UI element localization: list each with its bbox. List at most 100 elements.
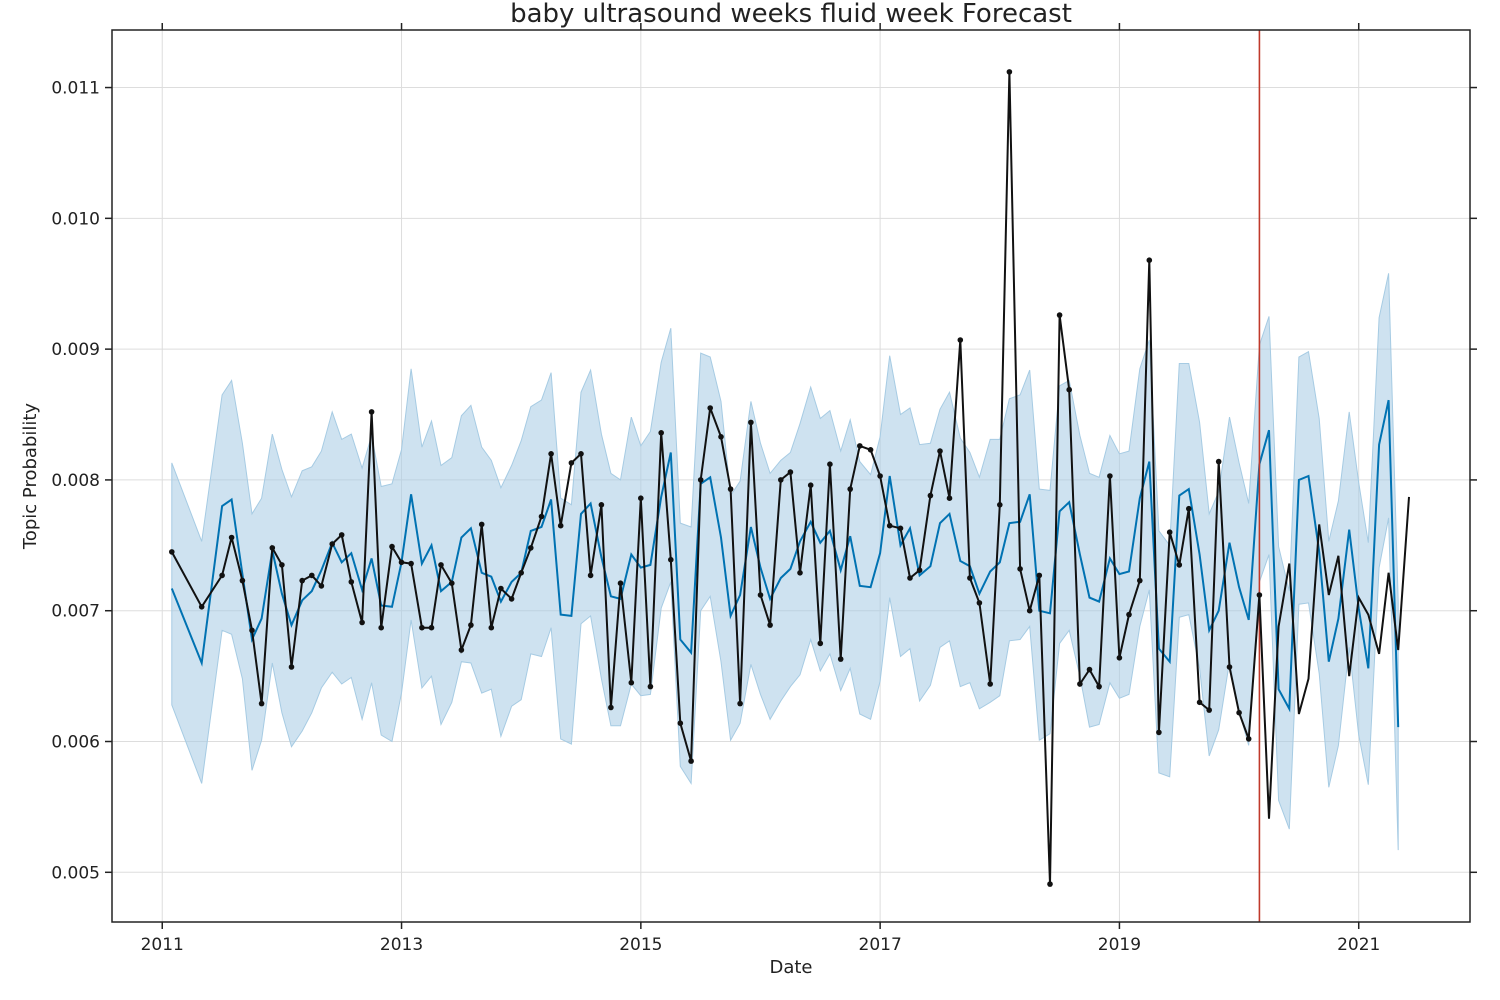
actual-point (348, 579, 355, 585)
actual-point (528, 545, 534, 551)
actual-point (658, 430, 664, 436)
actual-point (1036, 572, 1043, 579)
actual-point (1186, 505, 1192, 512)
actual-point (1077, 681, 1083, 687)
actual-point (1056, 312, 1063, 318)
chart-title: baby ultrasound weeks fluid week Forecas… (510, 0, 1072, 29)
actual-point (757, 592, 764, 598)
actual-point (438, 562, 444, 568)
actual-point (568, 460, 575, 466)
uncertainty-area (171, 273, 1399, 851)
actual-point (897, 525, 904, 532)
actual-point (937, 448, 943, 454)
x-axis-label: Date (769, 957, 812, 978)
actual-point (408, 560, 414, 567)
y-axis-label: Topic Probability (20, 403, 41, 550)
actual-point (1256, 592, 1263, 598)
x-tick-label: 2015 (619, 935, 662, 955)
actual-point (1047, 881, 1053, 887)
actual-point (228, 534, 235, 541)
actual-point (508, 596, 515, 602)
actual-point (987, 681, 993, 687)
y-tick-label: 0.005 (51, 863, 100, 883)
actual-point (1245, 736, 1252, 742)
actual-point (727, 486, 734, 492)
actual-point (688, 758, 694, 764)
uncertainty-band (171, 273, 1399, 851)
actual-point (1006, 69, 1013, 75)
actual-point (498, 585, 504, 592)
actual-point (598, 502, 605, 508)
actual-point (857, 443, 863, 449)
actual-point (398, 559, 405, 566)
actual-point (1156, 729, 1162, 736)
actual-point (468, 622, 474, 628)
x-tick-label: 2017 (859, 935, 902, 955)
actual-point (1017, 566, 1023, 572)
actual-point (1166, 529, 1173, 535)
actual-point (967, 575, 973, 581)
actual-point (378, 624, 385, 631)
actual-point (488, 624, 495, 631)
actual-point (249, 627, 255, 634)
actual-point (976, 600, 983, 606)
actual-point (548, 451, 554, 457)
actual-point (817, 640, 824, 647)
actual-point (778, 477, 784, 483)
y-tick-label: 0.011 (51, 79, 100, 99)
actual-point (877, 473, 883, 479)
actual-point (449, 580, 455, 586)
actual-point (1086, 666, 1093, 673)
actual-point (458, 647, 465, 653)
actual-point (258, 700, 265, 707)
actual-point (997, 502, 1003, 508)
actual-point (318, 583, 325, 589)
actual-point (269, 545, 276, 551)
actual-point (886, 522, 893, 529)
actual-point (478, 521, 485, 528)
y-tick-label: 0.010 (51, 209, 100, 229)
actual-point (1215, 458, 1222, 465)
actual-point (867, 447, 874, 453)
actual-point (557, 522, 564, 529)
actual-point (787, 469, 794, 475)
actual-point (847, 486, 853, 492)
actual-point (359, 619, 365, 626)
actual-point (329, 541, 336, 547)
actual-point (807, 482, 814, 489)
actual-point (737, 700, 743, 707)
actual-point (239, 577, 246, 584)
actual-point (1226, 664, 1233, 670)
actual-point (638, 495, 644, 502)
actual-point (219, 572, 225, 579)
actual-point (309, 572, 315, 579)
actual-point (1137, 577, 1143, 584)
actual-point (169, 549, 175, 555)
actual-point (946, 495, 953, 502)
actual-point (538, 513, 545, 520)
actual-point (578, 451, 584, 457)
plot-frame (111, 29, 1471, 923)
actual-point (707, 405, 713, 411)
actual-point (1066, 386, 1072, 393)
axes: 2011 2013 2015 2017 2019 2021 0.005 0.006 0.007 0… (51, 23, 1477, 955)
actual-point (1146, 257, 1153, 264)
actual-point (608, 704, 614, 711)
actual-point (1026, 607, 1033, 614)
actual-point (628, 679, 635, 686)
actual-point (198, 604, 205, 610)
actual-point (1116, 655, 1123, 661)
actual-point (428, 624, 435, 631)
actual-point (647, 683, 654, 690)
actual-point (718, 434, 724, 440)
actual-point (837, 656, 844, 662)
actual-point (767, 622, 773, 628)
actual-point (279, 562, 285, 568)
actual-point (1196, 699, 1203, 706)
x-tick-label: 2011 (141, 935, 184, 955)
actual-series (169, 69, 1410, 887)
actual-point (368, 409, 375, 415)
actual-point (518, 570, 524, 576)
y-tick-label: 0.009 (51, 340, 100, 360)
